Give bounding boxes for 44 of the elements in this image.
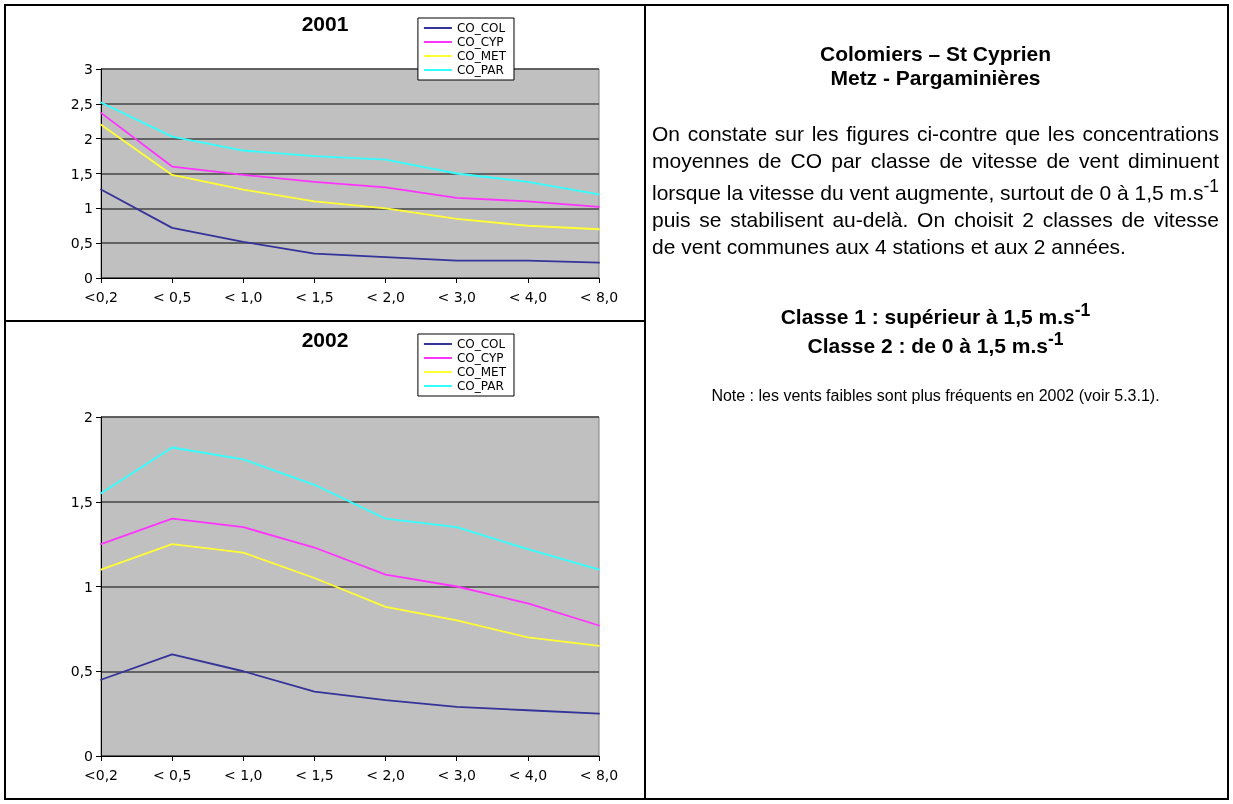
y-tick-label: 1 (84, 200, 93, 217)
y-tick-label: 2,5 (70, 95, 93, 112)
legend-label: CO_MET (456, 49, 507, 63)
y-tick-label: 0 (84, 748, 93, 764)
text: Classe 1 : supérieur à 1,5 m.s$^{-1}$ (779, 300, 1092, 330)
legend-label: CO_PAR (456, 379, 504, 393)
y-tick-label: 0,5 (70, 663, 93, 680)
legend-label: CO_CYP (456, 35, 504, 49)
x-tick-label: < 8,0 (579, 289, 619, 305)
x-tick-label: < 3,0 (437, 289, 476, 305)
y-tick-label: 2 (84, 130, 93, 147)
x-tick-label: < 3,0 (437, 767, 476, 783)
legend-label: CO_COL (456, 21, 506, 35)
x-tick-label: <0,2 (84, 289, 118, 305)
x-tick-label: < 1,5 (295, 289, 334, 305)
legend-label: CO_COL (456, 337, 506, 351)
legend-label: CO_CYP (456, 351, 504, 365)
chart-title: 2001 (301, 12, 349, 35)
x-tick-label: < 1,0 (224, 767, 263, 783)
y-tick-label: 1 (84, 578, 93, 595)
x-tick-label: < 2,0 (366, 289, 405, 305)
y-tick-label: 3 (84, 61, 93, 77)
x-tick-label: < 4,0 (508, 767, 548, 783)
x-tick-label: < 8,0 (579, 767, 619, 783)
x-tick-label: < 1,5 (295, 767, 334, 783)
y-tick-label: 1,5 (70, 493, 93, 510)
text: Metz - Pargaminières (829, 66, 1042, 90)
legend-label: CO_PAR (456, 63, 504, 77)
y-tick-label: 1,5 (70, 165, 93, 182)
text: Colomiers – St Cyprien (818, 42, 1053, 66)
x-tick-label: < 0,5 (152, 767, 192, 783)
x-tick-label: < 4,0 (508, 289, 548, 305)
y-tick-label: 0 (84, 270, 93, 286)
text: On constate sur les figures ci-contre que les concentrations moyennes de CO par classe de vitesse de vent diminuent lorsque la vitesse du vent augmente, surtout de 0 à 1,5 m.s$^{-1}$ puis se stabilisent au-delà. On choisit 2 classes de vitesse de vent communes aux 4 stations et aux 2 années. (652, 121, 1219, 261)
legend-label: CO_MET (456, 365, 507, 379)
text: Note : les vents faibles sont plus fréquents en 2002 (voir 5.3.1). (710, 386, 1161, 407)
x-tick-label: < 0,5 (152, 289, 192, 305)
text: Classe 2 : de 0 à 1,5 m.s$^{-1}$ (806, 329, 1065, 359)
y-tick-label: 2 (84, 409, 93, 425)
x-tick-label: < 2,0 (366, 767, 405, 783)
x-tick-label: <0,2 (84, 767, 118, 783)
x-tick-label: < 1,0 (224, 289, 263, 305)
chart-title: 2002 (301, 328, 349, 351)
y-tick-label: 0,5 (70, 235, 93, 252)
